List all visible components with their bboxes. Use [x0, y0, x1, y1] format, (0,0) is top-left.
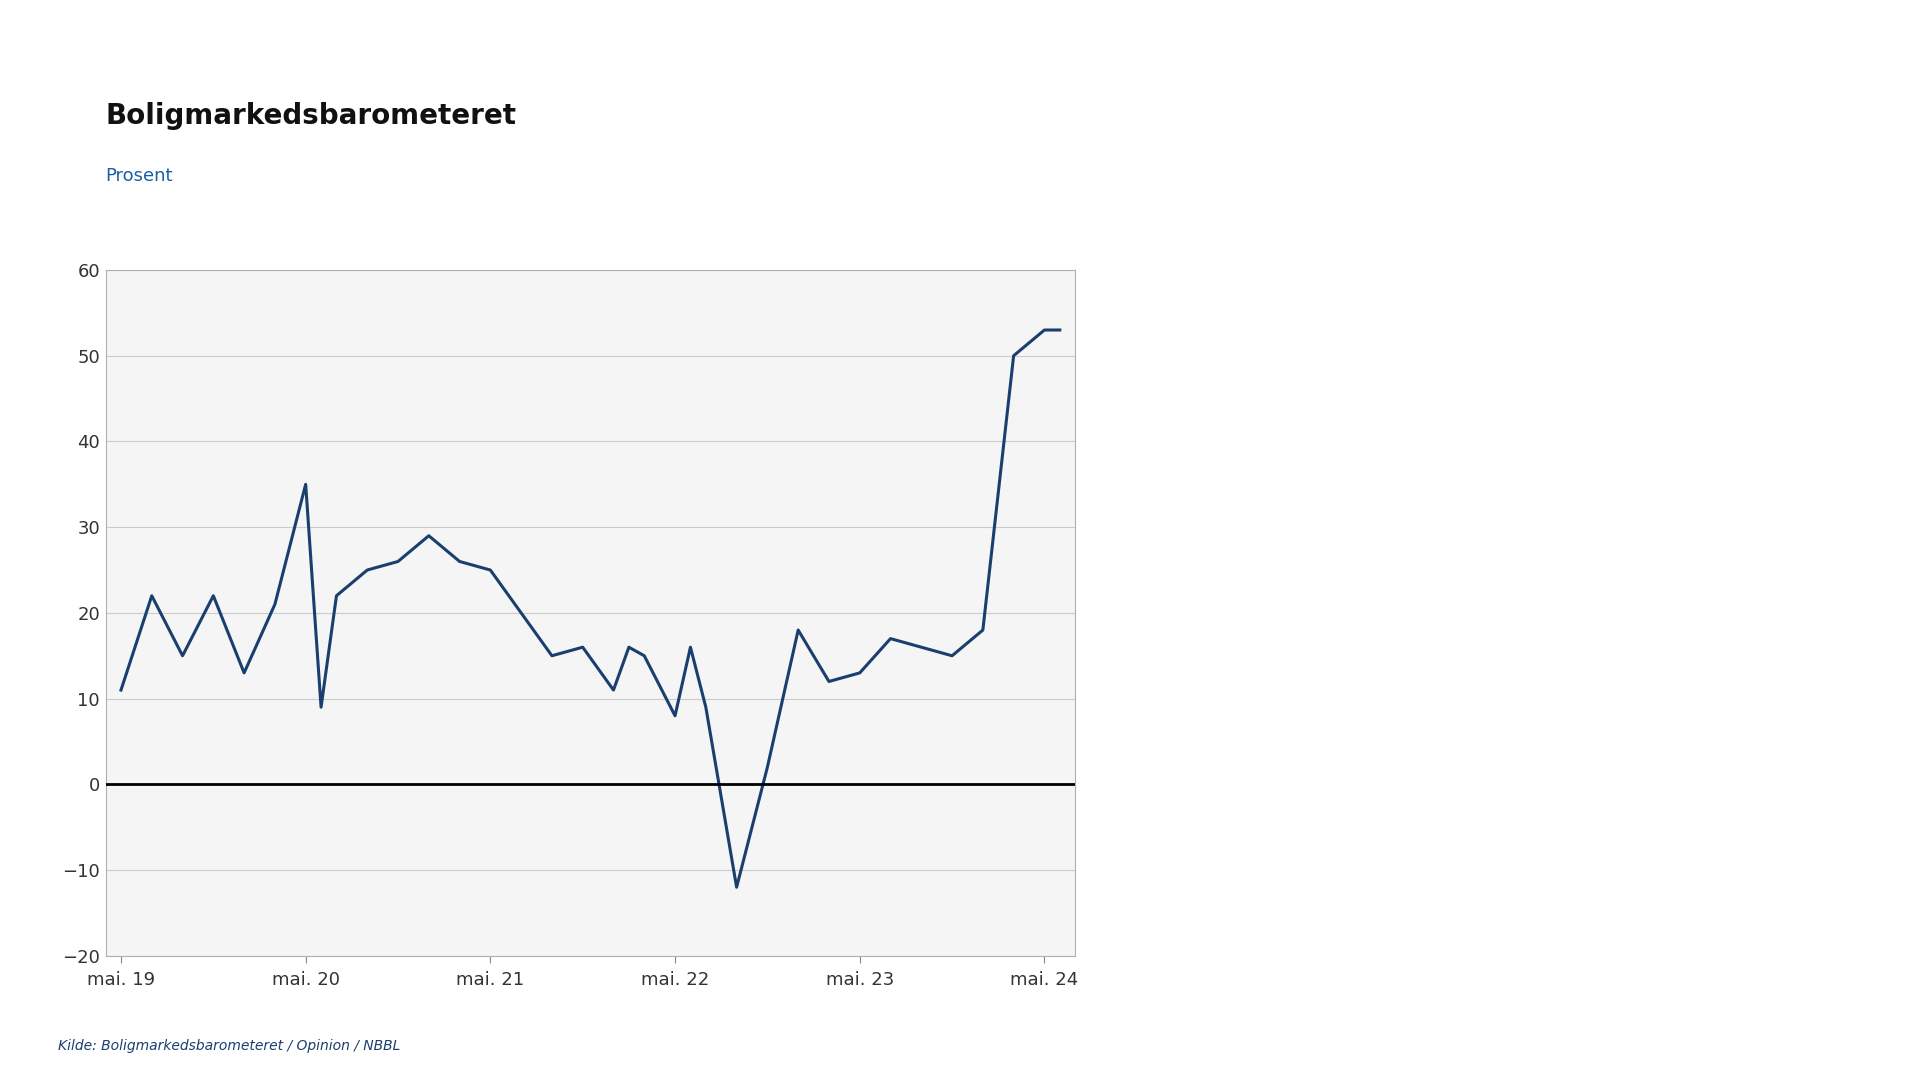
Text: Boligmarkedsbarometeret: Boligmarkedsbarometeret	[106, 102, 516, 130]
Text: Kilde: Boligmarkedsbarometeret / Opinion / NBBL: Kilde: Boligmarkedsbarometeret / Opinion…	[58, 1039, 399, 1053]
Text: Prosent: Prosent	[106, 167, 173, 186]
